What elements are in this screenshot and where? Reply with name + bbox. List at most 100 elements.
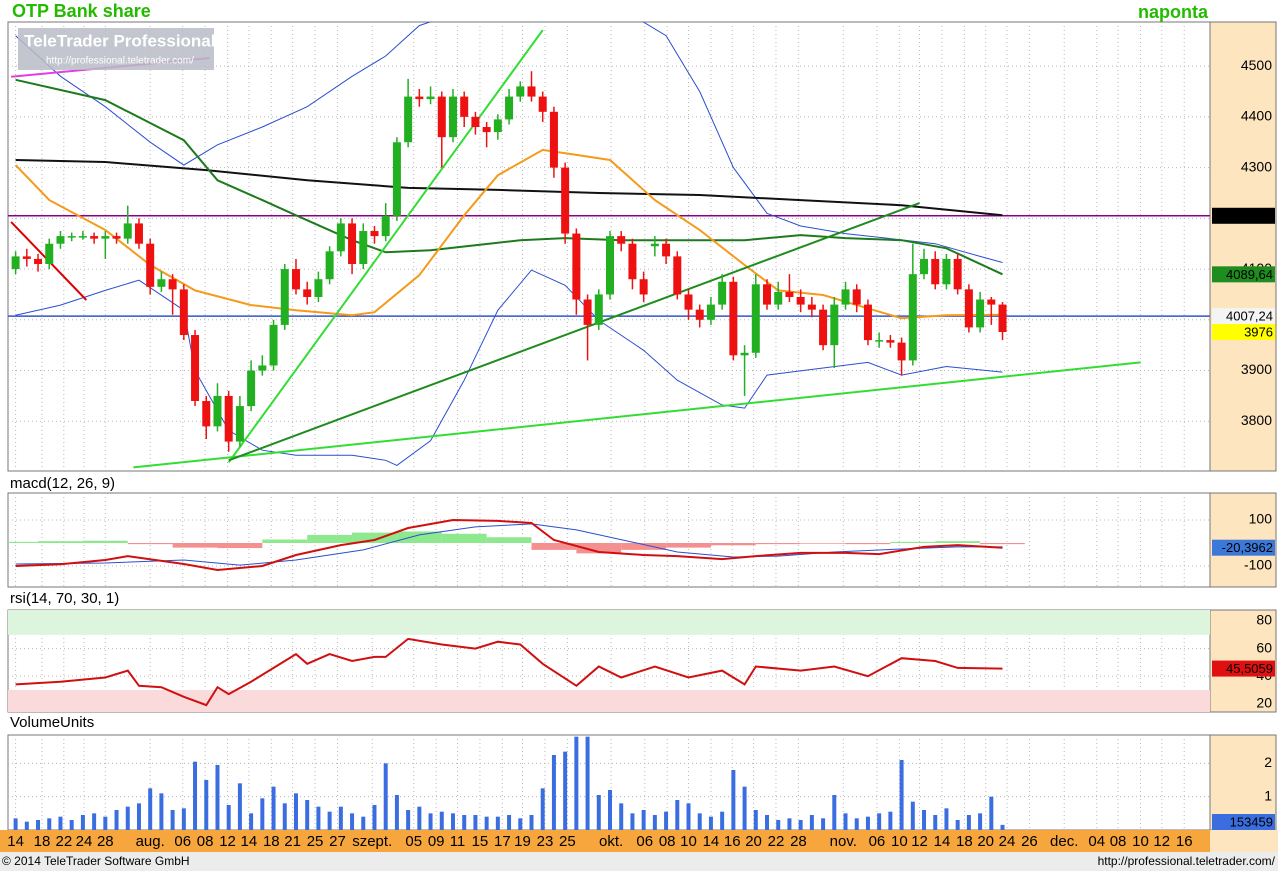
- volume-bar: [249, 813, 254, 830]
- candle-body: [415, 96, 424, 100]
- volume-bar: [80, 815, 85, 830]
- x-tick-label: 06: [869, 833, 886, 850]
- volume-bar: [181, 808, 186, 830]
- volume-bar: [1000, 824, 1005, 830]
- candle-body: [303, 289, 312, 297]
- x-tick-label: 08: [659, 833, 676, 850]
- candle-body: [67, 236, 76, 238]
- x-tick-label: 15: [472, 833, 489, 850]
- line: [133, 361, 1141, 469]
- volume-bar: [899, 760, 904, 830]
- x-tick-label: 24: [76, 833, 93, 850]
- y-tick-label: 60: [1256, 639, 1272, 655]
- candle-body: [258, 365, 267, 371]
- histogram-bar: [666, 542, 711, 548]
- candle-body: [179, 289, 188, 336]
- volume-bar: [125, 806, 130, 830]
- candle-body: [448, 96, 457, 138]
- histogram-bar: [396, 531, 442, 543]
- candle-body: [78, 236, 87, 238]
- price-tag: [1212, 308, 1275, 325]
- candle-body: [348, 223, 357, 265]
- panel-title: macd(12, 26, 9): [10, 475, 115, 492]
- plot-area: [8, 610, 1210, 712]
- price-tag-label: 4089,64: [1226, 267, 1273, 282]
- volume-bar: [36, 820, 41, 830]
- y-tick-label: 100: [1249, 511, 1273, 527]
- volume-bar: [608, 790, 612, 830]
- volume-bar: [630, 813, 635, 830]
- volume-bar: [720, 811, 725, 830]
- volume-bar: [641, 810, 646, 830]
- y-tick-label: -100: [1244, 557, 1272, 573]
- y-tick-label: 20: [1256, 694, 1272, 710]
- histogram-bar: [127, 542, 173, 545]
- chart-subtitle: naponta: [1138, 2, 1209, 22]
- volume-bar: [664, 811, 669, 830]
- candle-body: [684, 294, 693, 310]
- candle-body: [987, 299, 996, 305]
- price-tag-label: 4007,24: [1226, 309, 1273, 324]
- line: [15, 518, 1003, 572]
- price-tag-label: 45,5059: [1226, 661, 1273, 676]
- histogram-bar: [845, 542, 891, 545]
- x-tick-label: dec.: [1050, 833, 1078, 850]
- candle-body: [617, 236, 626, 244]
- candle-body: [247, 370, 256, 407]
- line: [15, 523, 1003, 566]
- volume-bar: [585, 736, 590, 830]
- volume-bar: [47, 818, 52, 830]
- line: [227, 29, 544, 463]
- volume-bar: [350, 813, 355, 830]
- candle-body: [964, 289, 973, 328]
- volume-bar: [473, 815, 478, 830]
- volume-bar: [877, 813, 882, 830]
- candle-body: [751, 284, 760, 353]
- x-tick-label: 06: [636, 833, 653, 850]
- x-tick-label: 06: [174, 833, 191, 850]
- volume-bar: [316, 806, 321, 830]
- copyright: © 2014 TeleTrader Software GmbH: [2, 854, 190, 868]
- candle-body: [146, 243, 155, 287]
- x-tick-label: 14: [934, 833, 951, 850]
- volume-bar: [753, 810, 758, 830]
- candle-body: [482, 127, 491, 133]
- volume-bar: [428, 813, 433, 830]
- volume-bar: [865, 816, 870, 830]
- candle-body: [662, 243, 671, 257]
- x-tick-label: 25: [559, 833, 576, 850]
- y-tick-label: 80: [1256, 612, 1272, 628]
- x-tick-label: 17: [494, 833, 511, 850]
- candle-body: [404, 96, 413, 143]
- candle-body: [168, 279, 177, 290]
- candle-body: [852, 289, 861, 305]
- volume-bar: [910, 801, 915, 830]
- candle-body: [976, 299, 985, 328]
- candle-body: [11, 256, 20, 270]
- candle-body: [606, 236, 614, 295]
- price-tag: [1212, 660, 1275, 677]
- volume-bar: [832, 795, 837, 830]
- volume-bar: [978, 813, 983, 830]
- candle-body: [291, 269, 300, 290]
- price-tag-label: 3976: [1244, 324, 1273, 339]
- volume-bar: [69, 820, 74, 830]
- histogram-bar: [217, 542, 263, 549]
- histogram-bar: [262, 539, 308, 543]
- candle-body: [920, 258, 929, 275]
- volume-bar: [742, 786, 747, 830]
- candle-body: [101, 236, 110, 239]
- candle-body: [213, 395, 222, 427]
- volume-bar: [361, 816, 366, 830]
- candle-body: [90, 236, 99, 239]
- watermark-url: http://professional.teletrader.com/: [46, 56, 194, 67]
- histogram-bar: [621, 542, 667, 550]
- histogram-bar: [8, 541, 39, 543]
- candle-body: [392, 142, 401, 216]
- candle-body: [953, 258, 962, 290]
- candle-body: [22, 256, 31, 259]
- x-tick-label: 18: [956, 833, 973, 850]
- volume-bar: [944, 808, 949, 830]
- volume-bar: [708, 816, 713, 830]
